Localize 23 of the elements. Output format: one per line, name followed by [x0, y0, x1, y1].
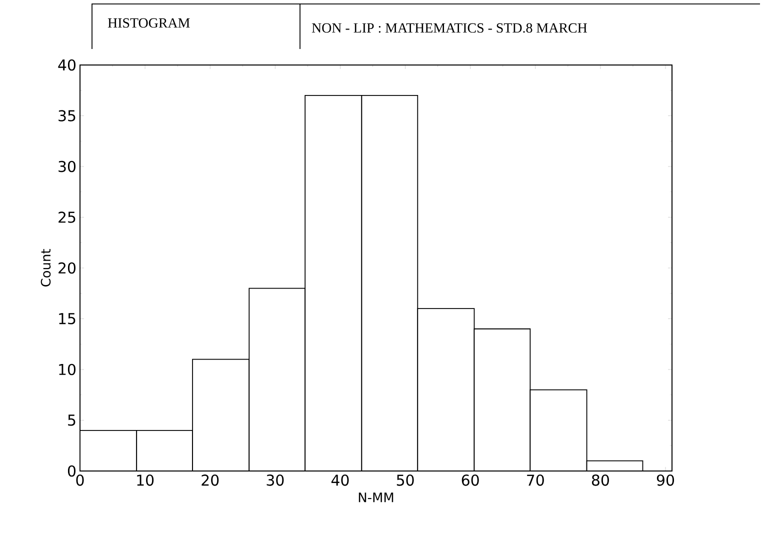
x-tick-label: 50: [396, 474, 414, 486]
x-tick-label: 30: [266, 474, 284, 486]
x-tick-label: 0: [76, 474, 84, 486]
chart-subtitle: NON - LIP : MATHEMATICS - STD.8 MARCH: [312, 23, 587, 33]
y-tick-label: 35: [58, 110, 76, 122]
y-tick-label: 30: [58, 160, 76, 172]
y-tick-label: 15: [59, 313, 76, 324]
y-axis-title: Count: [40, 249, 51, 286]
x-tick-label: 40: [331, 474, 349, 486]
x-tick-label: 80: [592, 474, 609, 486]
x-tick-label: 20: [202, 474, 219, 486]
y-tick-label: 40: [58, 59, 76, 71]
chart-title: HISTOGRAM: [108, 18, 190, 28]
x-tick-label: 60: [462, 474, 479, 486]
x-tick-label: 90: [656, 474, 674, 486]
x-tick-label: 70: [527, 474, 544, 486]
x-axis-title: N-MM: [358, 492, 394, 502]
y-tick-label: 25: [58, 212, 76, 223]
y-tick-label: 0: [68, 465, 76, 477]
y-tick-label: 10: [59, 364, 76, 376]
x-tick-label: 10: [137, 474, 154, 486]
y-tick-label: 5: [68, 414, 76, 426]
y-tick-label: 20: [58, 262, 76, 274]
